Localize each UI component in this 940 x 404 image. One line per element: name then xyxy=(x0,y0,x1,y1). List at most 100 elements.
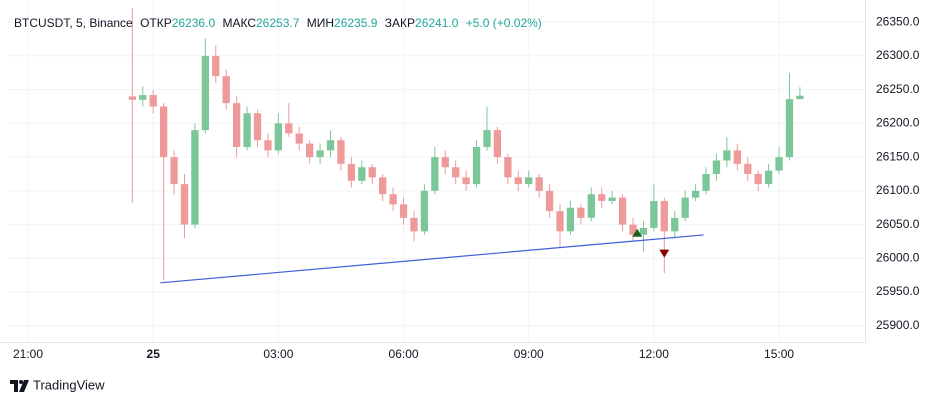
candle-body xyxy=(650,200,658,228)
high-value: 26253.7 xyxy=(256,16,300,30)
candle-body xyxy=(504,157,512,178)
y-tick-label: 26300.0 xyxy=(876,48,920,62)
brand-name: TradingView xyxy=(33,377,105,392)
candle-body xyxy=(483,130,491,147)
logo-part xyxy=(19,380,23,384)
candle-body xyxy=(139,95,147,100)
candle-body xyxy=(671,217,679,232)
candle-body xyxy=(159,106,168,158)
candle-body xyxy=(191,130,199,225)
candle-body xyxy=(316,150,324,158)
y-tick-label: 26250.0 xyxy=(876,82,920,96)
x-tick-label: 15:00 xyxy=(764,347,794,361)
candle-body xyxy=(733,150,741,164)
y-tick-label: 26100.0 xyxy=(876,183,920,197)
plot xyxy=(128,8,804,284)
candle-body xyxy=(608,197,616,201)
candle-body xyxy=(702,173,710,191)
candle-body xyxy=(545,190,554,212)
candle-body xyxy=(796,95,804,100)
candle-body xyxy=(274,123,283,151)
x-tick-label: 21:00 xyxy=(13,347,43,361)
candle-body xyxy=(201,55,210,131)
candle-body xyxy=(629,224,637,235)
y-tick-label: 26350.0 xyxy=(876,14,920,28)
candle-body xyxy=(149,95,157,107)
candle-body xyxy=(212,55,220,77)
symbol: BTCUSDT, 5, Binance xyxy=(14,16,133,30)
candle-body xyxy=(618,197,627,225)
candle-body xyxy=(399,204,408,218)
candle-body xyxy=(379,177,387,195)
logo-part xyxy=(19,380,29,392)
brand-logo xyxy=(10,380,29,392)
candle-body xyxy=(525,177,533,185)
candle-body xyxy=(368,167,376,178)
y-tick-label: 26050.0 xyxy=(876,217,920,231)
candle-body xyxy=(170,157,178,185)
candle-body xyxy=(337,140,345,164)
candle-body xyxy=(744,163,752,174)
trend-line xyxy=(160,234,704,284)
y-tick-label: 26200.0 xyxy=(876,116,920,130)
close-value: 26241.0 xyxy=(415,16,459,30)
candle-body xyxy=(764,170,773,185)
candle-body xyxy=(410,217,418,232)
candle-body xyxy=(389,194,397,205)
candle-body xyxy=(128,96,136,100)
legend: BTCUSDT, 5, Binance ОТКР26236.0 МАКС2625… xyxy=(14,16,542,30)
open-value: 26236.0 xyxy=(172,16,216,30)
candle-body xyxy=(556,211,564,232)
candle-body xyxy=(587,194,595,218)
candle-body xyxy=(681,197,689,218)
candle-body xyxy=(754,173,762,185)
candle-body xyxy=(712,160,721,174)
y-tick-label: 25900.0 xyxy=(876,318,920,332)
x-tick-label: 25 xyxy=(147,347,161,361)
candle-body xyxy=(452,167,460,178)
candle-body xyxy=(493,130,502,158)
candle-body xyxy=(514,177,522,185)
candle-body xyxy=(535,177,543,191)
candle-body xyxy=(785,99,794,158)
x-tick-label: 06:00 xyxy=(389,347,419,361)
candle-body xyxy=(577,207,585,218)
candle-body xyxy=(285,123,293,134)
candle-body xyxy=(306,143,314,158)
signal-marker xyxy=(659,249,670,258)
x-tick-label: 12:00 xyxy=(639,347,669,361)
close-label: ЗАКР xyxy=(385,16,415,30)
candle-body xyxy=(358,167,366,181)
candle-body xyxy=(598,194,606,201)
y-tick-label: 26000.0 xyxy=(876,251,920,265)
candle-body xyxy=(253,113,262,141)
candle-body xyxy=(180,184,189,225)
candle-body xyxy=(566,207,575,232)
candle-body xyxy=(441,157,449,168)
candle-body xyxy=(660,200,668,232)
axes: 25900.0 25950.0 26000.0 26050.0 26100.0 26150… xyxy=(13,14,920,361)
signal-marker xyxy=(632,228,643,237)
candle-body xyxy=(420,190,429,232)
candle-body xyxy=(295,133,303,144)
x-tick-label: 03:00 xyxy=(263,347,293,361)
low-label: МИН xyxy=(307,16,334,30)
x-tick-label: 09:00 xyxy=(514,347,544,361)
y-tick-label: 26150.0 xyxy=(876,149,920,163)
change-value: +5.0 (+0.02%) xyxy=(466,16,542,30)
open-label: ОТКР xyxy=(140,16,172,30)
candle-body xyxy=(264,140,272,151)
candle-body xyxy=(326,140,335,151)
low-value: 26235.9 xyxy=(334,16,378,30)
candle-body xyxy=(472,146,481,185)
candle-body xyxy=(347,163,356,181)
candle-body xyxy=(232,103,241,147)
high-label: МАКС xyxy=(222,16,256,30)
candle-body xyxy=(723,150,731,161)
candle-body xyxy=(639,227,648,235)
candle-body xyxy=(222,76,230,104)
candle-body xyxy=(431,157,439,191)
